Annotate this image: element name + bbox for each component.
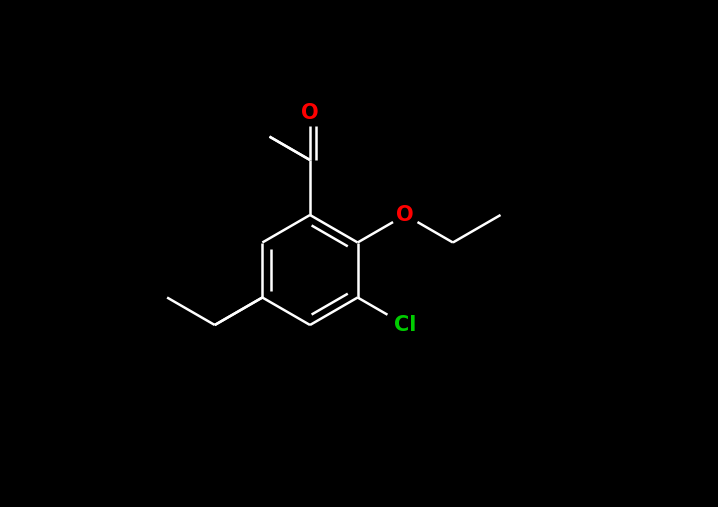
Text: O: O [396, 205, 414, 225]
Text: Cl: Cl [394, 315, 416, 335]
Text: O: O [301, 103, 319, 123]
